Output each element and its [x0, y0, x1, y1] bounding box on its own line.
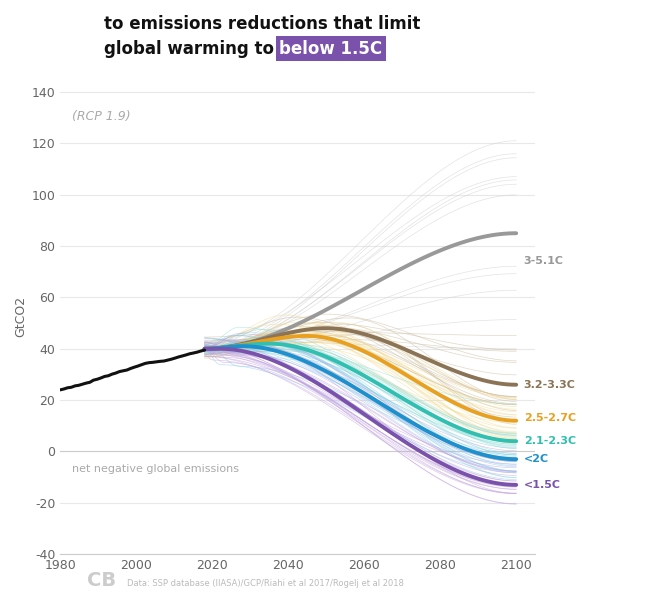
- Text: (RCP 1.9): (RCP 1.9): [72, 110, 130, 123]
- Text: 2.1-2.3C: 2.1-2.3C: [524, 436, 576, 446]
- Text: <1.5C: <1.5C: [524, 480, 561, 490]
- Text: <2C: <2C: [524, 454, 549, 464]
- Text: Data: SSP database (IIASA)/GCP/Riahi et al 2017/Rogelj et al 2018: Data: SSP database (IIASA)/GCP/Riahi et …: [127, 579, 404, 588]
- Text: global warming to: global warming to: [104, 40, 280, 58]
- Y-axis label: GtCO2: GtCO2: [14, 296, 27, 337]
- Text: 3.2-3.3C: 3.2-3.3C: [524, 380, 576, 390]
- Text: 2.5-2.7C: 2.5-2.7C: [524, 413, 576, 423]
- Text: net negative global emissions: net negative global emissions: [72, 465, 239, 474]
- Text: below 1.5C: below 1.5C: [280, 40, 383, 58]
- Text: 3-5.1C: 3-5.1C: [524, 256, 564, 267]
- Text: CB: CB: [87, 571, 116, 590]
- Text: to emissions reductions that limit: to emissions reductions that limit: [104, 15, 420, 33]
